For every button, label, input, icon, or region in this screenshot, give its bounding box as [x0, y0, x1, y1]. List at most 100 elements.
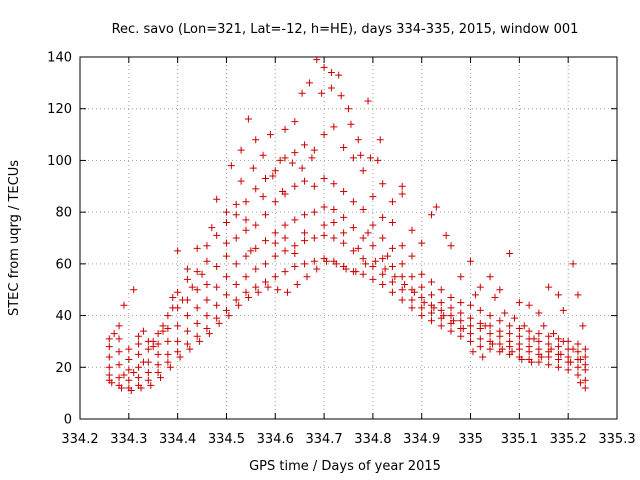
data-point — [547, 345, 555, 353]
data-point — [498, 345, 506, 353]
data-point — [525, 301, 533, 309]
data-point — [525, 348, 533, 356]
data-point — [481, 322, 489, 330]
data-point — [291, 262, 299, 270]
data-point — [203, 296, 211, 304]
data-point — [345, 105, 352, 113]
y-tick-label: 80 — [55, 206, 72, 221]
y-tick-label: 140 — [47, 51, 72, 66]
data-point — [222, 291, 230, 299]
data-point — [244, 293, 252, 301]
data-point — [232, 234, 240, 242]
data-point — [303, 273, 311, 281]
data-point — [249, 164, 257, 172]
data-point — [379, 270, 387, 278]
data-point — [408, 226, 416, 234]
data-point — [437, 306, 445, 314]
data-point — [349, 198, 357, 206]
data-point — [215, 319, 223, 327]
data-point — [520, 322, 528, 330]
data-point — [559, 306, 567, 314]
data-point — [213, 195, 221, 203]
data-point — [457, 273, 465, 281]
data-point — [301, 237, 309, 245]
data-point — [281, 247, 289, 255]
data-point — [330, 234, 338, 242]
data-point — [222, 218, 230, 226]
data-point — [467, 314, 475, 322]
data-point — [154, 330, 162, 338]
x-tick-label: 335.1 — [501, 432, 538, 447]
data-point — [437, 299, 445, 307]
data-point — [508, 348, 516, 356]
data-point — [496, 317, 504, 325]
data-point — [213, 231, 221, 239]
data-point — [545, 353, 553, 361]
data-point — [581, 376, 589, 384]
data-point — [369, 193, 377, 201]
data-point — [183, 265, 191, 273]
data-point — [291, 216, 299, 224]
data-point — [581, 384, 589, 392]
x-tick-label: 335.2 — [550, 432, 587, 447]
data-point — [323, 257, 331, 265]
data-point — [291, 149, 299, 157]
data-point — [354, 136, 362, 144]
data-point — [467, 301, 475, 309]
data-point — [183, 275, 191, 283]
data-point — [335, 71, 343, 79]
data-point — [115, 335, 123, 343]
chart-title: Rec. savo (Lon=321, Lat=-12, h=HE), days… — [112, 22, 579, 37]
data-point — [567, 358, 575, 366]
data-point — [545, 340, 553, 348]
data-point — [176, 353, 184, 361]
data-point — [376, 136, 384, 144]
data-point — [581, 353, 589, 361]
data-point — [496, 286, 504, 294]
data-point — [379, 180, 387, 188]
data-point — [471, 291, 479, 299]
data-point — [364, 229, 372, 237]
data-point — [252, 283, 260, 291]
data-point — [105, 335, 113, 343]
data-point — [313, 265, 321, 273]
data-point — [320, 231, 328, 239]
data-point — [408, 304, 416, 312]
x-axis-label: GPS time / Days of year 2015 — [249, 459, 441, 474]
data-point — [164, 350, 172, 358]
data-point — [459, 325, 467, 332]
data-point — [183, 340, 191, 348]
data-point — [569, 345, 577, 353]
data-point — [528, 358, 536, 366]
data-point — [554, 291, 562, 299]
data-point — [398, 286, 406, 294]
plot-frame — [79, 56, 618, 420]
data-point — [242, 273, 250, 281]
data-point — [427, 317, 435, 325]
data-point — [135, 332, 143, 340]
data-point — [569, 260, 577, 268]
data-point — [144, 368, 152, 376]
data-point — [359, 167, 367, 175]
data-point — [105, 343, 113, 351]
data-point — [242, 216, 250, 224]
data-point — [491, 293, 499, 301]
data-point — [427, 309, 435, 317]
data-point — [537, 353, 545, 361]
data-point — [222, 208, 230, 216]
data-point — [130, 286, 138, 294]
data-point — [252, 221, 260, 229]
data-point — [193, 268, 201, 276]
y-tick-label: 0 — [64, 413, 72, 428]
data-point — [305, 79, 313, 87]
data-point — [154, 350, 162, 358]
data-point — [574, 371, 582, 379]
data-point — [139, 358, 147, 366]
data-point — [115, 322, 123, 330]
data-point — [467, 337, 475, 345]
data-point — [193, 319, 201, 327]
x-tick-label: 334.4 — [159, 432, 196, 447]
data-point — [222, 273, 230, 281]
data-point — [359, 206, 367, 214]
data-point — [232, 281, 240, 289]
